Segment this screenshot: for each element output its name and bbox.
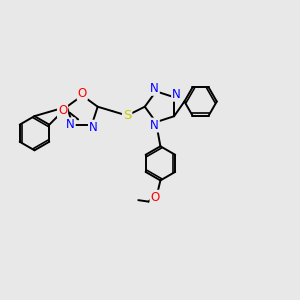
Text: N: N — [172, 88, 181, 101]
Text: O: O — [58, 104, 67, 117]
Text: N: N — [150, 82, 159, 95]
Text: N: N — [66, 118, 75, 131]
Text: O: O — [151, 191, 160, 204]
Text: O: O — [78, 87, 87, 100]
Text: S: S — [123, 109, 131, 122]
Text: N: N — [89, 121, 98, 134]
Text: N: N — [150, 118, 159, 132]
